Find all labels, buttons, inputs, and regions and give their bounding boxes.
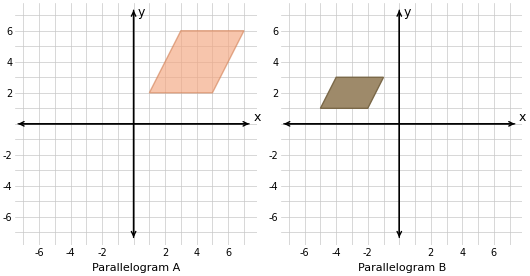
Text: x: x: [253, 111, 261, 124]
Text: y: y: [137, 6, 145, 19]
Polygon shape: [149, 31, 244, 93]
Text: y: y: [403, 6, 411, 19]
Text: x: x: [519, 111, 526, 124]
Polygon shape: [321, 77, 384, 108]
X-axis label: Parallelogram A: Parallelogram A: [92, 263, 180, 273]
X-axis label: Parallelogram B: Parallelogram B: [358, 263, 446, 273]
